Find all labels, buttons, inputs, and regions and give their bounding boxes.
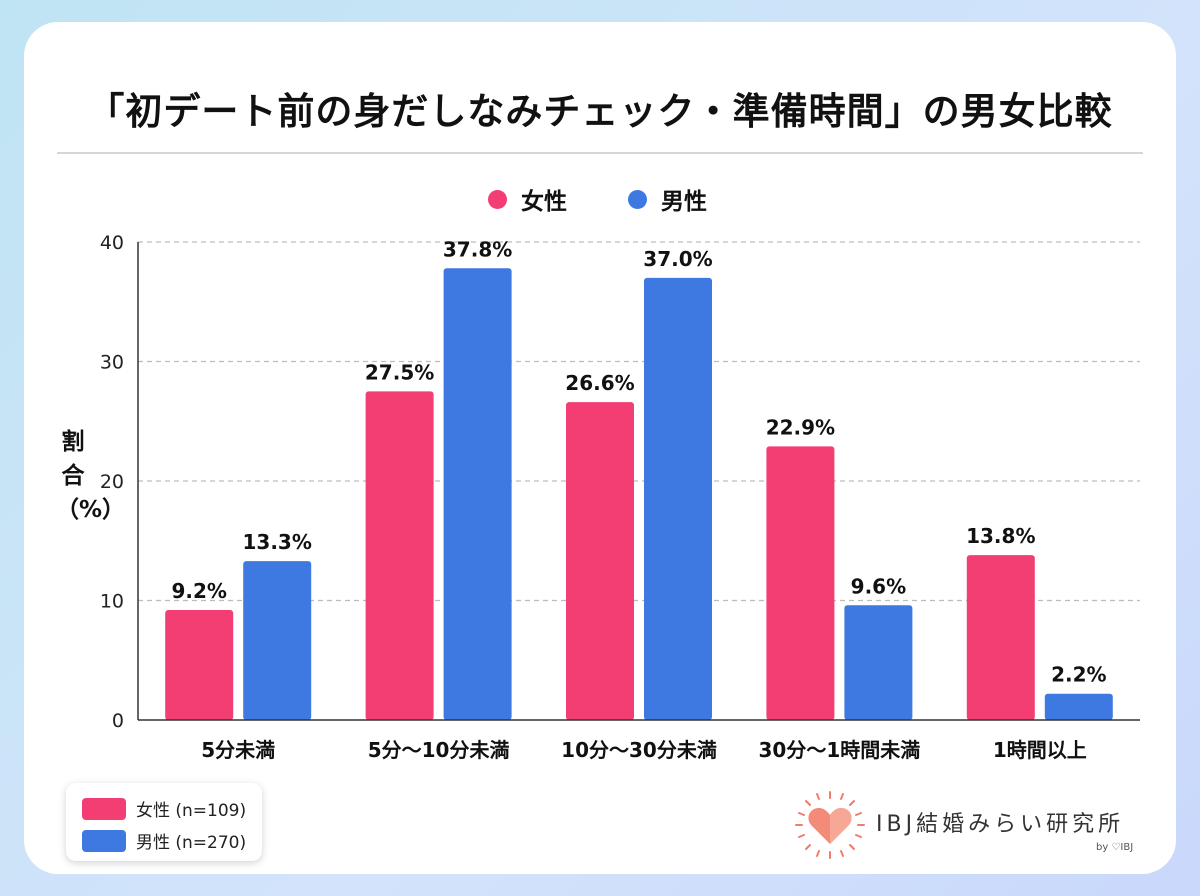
bar-female xyxy=(966,555,1035,720)
bar-male xyxy=(443,268,512,720)
legend-item-female: 女性 xyxy=(488,184,567,215)
x-tick-label: 5分未満 xyxy=(201,738,275,762)
legend-dot-male xyxy=(628,189,647,209)
data-label: 9.2% xyxy=(171,579,226,603)
legend-box-label-female: 女性 (n=109) xyxy=(136,801,247,821)
y-tick-label: 0 xyxy=(112,710,124,732)
ibj-logo: IBJ結婚みらい研究所 by ♡IBJ xyxy=(790,790,1140,860)
heart-logo-icon xyxy=(795,791,865,859)
title-divider xyxy=(57,152,1143,154)
legend-box-label-male: 男性 (n=270) xyxy=(136,833,247,853)
x-tick-label: 1時間以上 xyxy=(993,738,1087,762)
legend-label-male: 男性 xyxy=(661,189,707,215)
legend-swatch-male xyxy=(82,829,126,852)
data-label: 9.6% xyxy=(851,574,906,598)
y-tick-label: 20 xyxy=(100,471,124,493)
bar-male xyxy=(243,561,312,720)
legend-swatch-female xyxy=(82,797,126,820)
bar-female xyxy=(766,446,835,720)
bar-female xyxy=(566,402,634,720)
bar-male xyxy=(644,277,712,720)
x-tick-label: 30分〜1時間未満 xyxy=(759,738,921,762)
chart-title: 「初デート前の身だしなみチェック・準備時間」の男女比較 xyxy=(87,90,1113,133)
y-tick-label: 10 xyxy=(100,591,124,613)
legend-label-female: 女性 xyxy=(521,189,567,215)
data-label: 37.0% xyxy=(643,247,712,271)
data-label: 13.3% xyxy=(243,530,312,554)
data-label: 27.5% xyxy=(365,360,434,384)
data-label: 37.8% xyxy=(443,237,512,261)
x-tick-label: 5分〜10分未満 xyxy=(368,738,510,762)
logo-text: IBJ結婚みらい研究所 xyxy=(876,812,1125,837)
bar-female xyxy=(365,391,434,720)
data-label: 2.2% xyxy=(1051,663,1106,687)
data-label: 22.9% xyxy=(766,415,835,439)
data-label: 26.6% xyxy=(565,371,634,395)
data-label: 13.8% xyxy=(966,524,1035,548)
y-tick-label: 40 xyxy=(100,232,124,254)
y-tick-label: 30 xyxy=(100,352,124,374)
legend-item-male: 男性 xyxy=(628,184,707,215)
legend-box-item-female: 女性 (n=109) xyxy=(82,796,246,821)
legend-box: 女性 (n=109) 男性 (n=270) xyxy=(66,783,262,861)
legend-top: 女性 男性 xyxy=(0,184,1200,215)
legend-dot-female xyxy=(488,189,507,209)
bar-male xyxy=(844,605,913,720)
bar-male xyxy=(1044,693,1113,720)
logo-byline: by ♡IBJ xyxy=(1096,842,1134,853)
bar-female xyxy=(165,610,234,720)
legend-box-item-male: 男性 (n=270) xyxy=(82,828,246,853)
x-tick-label: 10分〜30分未満 xyxy=(561,738,717,762)
